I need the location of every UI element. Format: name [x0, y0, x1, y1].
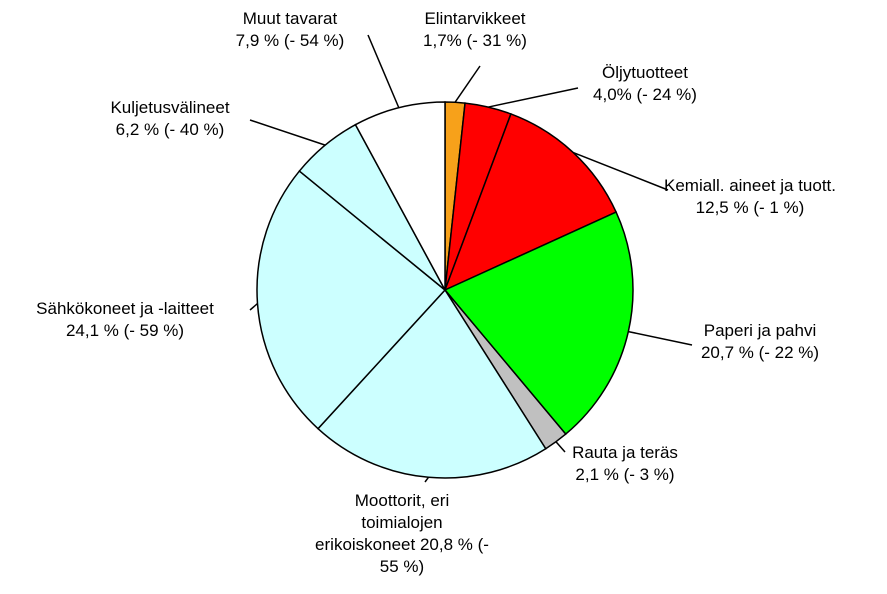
data-label: Paperi ja pahvi 20,7 % (- 22 %) — [701, 320, 819, 364]
category-label: Muut tavarat — [242, 9, 338, 28]
leader-line — [249, 119, 326, 146]
value-label: 24,1 % (- 59 %) — [65, 321, 185, 340]
leader-line — [454, 65, 481, 103]
category-label: Moottorit, eri toimialojen erikoiskoneet — [315, 491, 450, 554]
leader-line — [572, 151, 669, 191]
category-label: Kuljetusvälineet — [110, 98, 230, 117]
data-label: Moottorit, eri toimialojen erikoiskoneet… — [315, 490, 490, 578]
data-label: Kemiall. aineet ja tuott. 12,5 % (- 1 %) — [664, 175, 836, 219]
leader-line — [488, 87, 579, 108]
category-label: Sähkökoneet ja -laitteet — [36, 299, 214, 318]
leader-line — [367, 34, 400, 109]
pie-slice — [256, 170, 447, 430]
data-label: Muut tavarat 7,9 % (- 54 %) — [236, 8, 345, 52]
value-label: 6,2 % (- 40 %) — [115, 120, 225, 139]
value-label: 2,1 % (- 3 %) — [575, 465, 675, 484]
leader-line — [555, 441, 566, 453]
value-label: 20,8 % (- 55 %) — [379, 535, 489, 576]
pie-slice — [443, 112, 618, 292]
leader-line — [424, 476, 430, 483]
value-label: 7,9 % (- 54 %) — [235, 31, 345, 50]
category-label: Öljytuotteet — [602, 63, 688, 82]
category-label: Kemiall. aineet ja tuott. — [664, 176, 836, 195]
category-label: Paperi ja pahvi — [703, 321, 817, 340]
data-label: Öljytuotteet 4,0% (- 24 %) — [593, 62, 697, 106]
category-label: Elintarvikkeet — [424, 9, 526, 28]
leader-line — [249, 303, 258, 311]
value-label: 12,5 % (- 1 %) — [695, 198, 805, 217]
value-label: 20,7 % (- 22 %) — [700, 343, 820, 362]
pie-slice — [354, 101, 446, 291]
value-label: 4,0% (- 24 %) — [593, 85, 697, 104]
data-label: Rauta ja teräs 2,1 % (- 3 %) — [572, 442, 678, 486]
data-label: Sähkökoneet ja -laitteet 24,1 % (- 59 %) — [36, 298, 214, 342]
data-label: Kuljetusvälineet 6,2 % (- 40 %) — [110, 97, 229, 141]
data-label: Elintarvikkeet 1,7% (- 31 %) — [423, 8, 527, 52]
value-label: 1,7% (- 31 %) — [423, 31, 527, 50]
leader-line — [628, 330, 693, 346]
category-label: Rauta ja teräs — [572, 443, 678, 462]
